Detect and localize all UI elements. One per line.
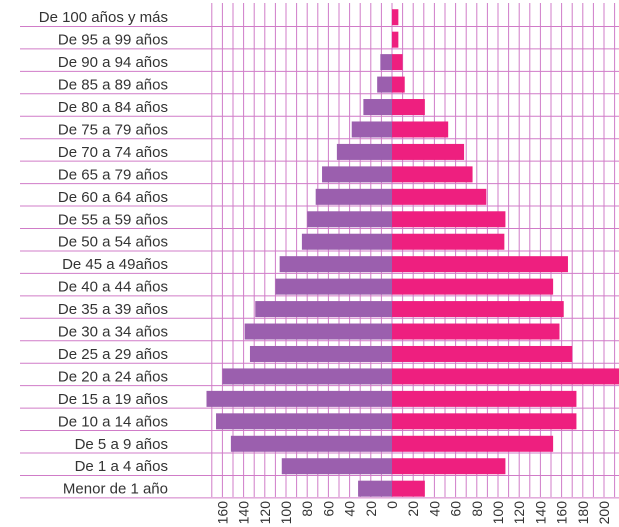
x-tick-label: 120	[511, 501, 527, 525]
bar-right	[392, 54, 403, 71]
x-tick-label: 180	[575, 501, 591, 525]
bar-left	[363, 99, 392, 116]
bar-right	[392, 458, 506, 475]
bar-right	[392, 256, 568, 273]
x-tick-label: 20	[363, 501, 379, 517]
bar-right	[392, 413, 577, 430]
x-tick-label: 80	[469, 501, 485, 517]
x-tick-label: 160	[214, 501, 230, 525]
bar-left	[230, 435, 392, 452]
x-tick-label: 60	[320, 501, 336, 517]
bar-left	[351, 121, 392, 138]
bar-right	[392, 31, 399, 48]
category-label: De 10 a 14 años	[58, 413, 168, 430]
category-label: De 75 a 79 años	[58, 121, 168, 138]
category-label: De 100 años y más	[39, 9, 168, 26]
category-label: De 70 a 74 años	[58, 144, 168, 161]
bar-right	[392, 99, 425, 116]
category-label: De 85 a 89 años	[58, 77, 168, 94]
bar-left	[315, 188, 392, 205]
x-tick-label: 200	[596, 501, 612, 525]
bar-left	[275, 278, 392, 295]
bar-left	[279, 256, 392, 273]
x-tick-label: 140	[532, 501, 548, 525]
category-label: De 90 a 94 años	[58, 54, 168, 71]
bar-left	[216, 413, 392, 430]
bar-right	[392, 301, 564, 318]
x-tick-label: 40	[342, 501, 358, 517]
x-tick-label: 140	[236, 501, 252, 525]
x-tick-label: 0	[384, 501, 400, 509]
bar-right	[392, 323, 560, 340]
bar-right	[392, 480, 425, 497]
bar-right	[392, 76, 405, 93]
x-tick-label: 40	[426, 501, 442, 517]
bar-left	[301, 233, 392, 250]
category-label: De 5 a 9 años	[75, 436, 168, 453]
bar-right	[392, 233, 505, 250]
bar-left	[281, 458, 392, 475]
category-label: De 55 a 59 años	[58, 211, 168, 228]
category-labels: De 100 años y más De 95 a 99 años De 90 a …	[39, 9, 168, 497]
x-tick-label: 100	[490, 501, 506, 525]
x-tick-label: 100	[278, 501, 294, 525]
bar-right	[392, 9, 399, 26]
bar-left	[322, 166, 392, 183]
bar-right	[392, 166, 473, 183]
bar-right	[392, 390, 577, 407]
x-tick-label: 80	[299, 501, 315, 517]
category-label: De 25 a 29 años	[58, 346, 168, 363]
category-label: De 60 a 64 años	[58, 189, 168, 206]
bar-right	[392, 211, 506, 228]
x-axis-ticks: 160 140 120 100 80 60 40 20 0 20 40 60 80 100 120 140 16…	[214, 501, 612, 525]
category-label: De 1 a 4 años	[75, 458, 168, 475]
category-label: De 65 a 79 años	[58, 166, 168, 183]
x-tick-label: 120	[257, 501, 273, 525]
category-label: De 30 a 34 años	[58, 324, 168, 341]
bar-left	[249, 345, 392, 362]
bar-left	[377, 76, 392, 93]
bars-group	[206, 9, 619, 497]
bar-right	[392, 143, 465, 160]
bar-right	[392, 345, 573, 362]
category-label: De 45 a 49años	[62, 256, 168, 273]
bar-right	[392, 121, 449, 138]
category-label: Menor de 1 año	[63, 481, 168, 498]
bar-right	[392, 368, 619, 385]
category-label: De 95 a 99 años	[58, 32, 168, 49]
bar-left	[307, 211, 392, 228]
bar-right	[392, 435, 554, 452]
bar-left	[222, 368, 392, 385]
category-label: De 40 a 44 años	[58, 279, 168, 296]
category-label: De 35 a 39 años	[58, 301, 168, 318]
category-label: De 15 a 19 años	[58, 391, 168, 408]
bar-right	[392, 188, 487, 205]
category-label: De 20 a 24 años	[58, 368, 168, 385]
x-tick-label: 20	[405, 501, 421, 517]
x-tick-label: 60	[448, 501, 464, 517]
bar-left	[244, 323, 392, 340]
bar-left	[255, 301, 392, 318]
bar-left	[358, 480, 392, 497]
bar-left	[380, 54, 392, 71]
x-tick-label: 160	[554, 501, 570, 525]
category-label: De 50 a 54 años	[58, 234, 168, 251]
bar-left	[336, 143, 392, 160]
bar-left	[206, 390, 392, 407]
bar-right	[392, 278, 554, 295]
category-label: De 80 a 84 años	[58, 99, 168, 116]
